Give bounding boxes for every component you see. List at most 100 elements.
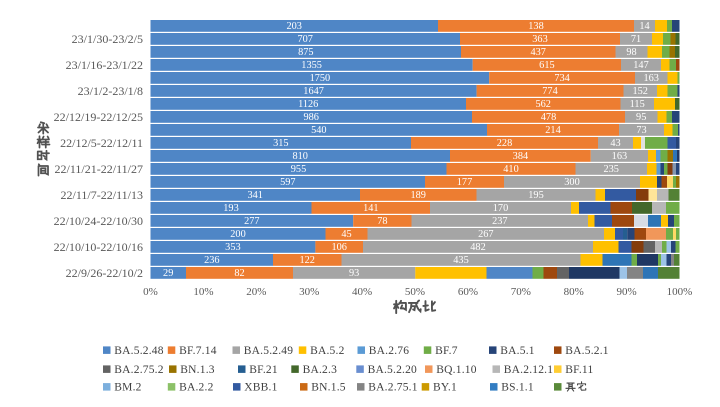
- svg-text:1647: 1647: [303, 86, 324, 97]
- svg-text:341: 341: [247, 190, 262, 201]
- svg-text:BF.7: BF.7: [435, 345, 458, 357]
- svg-text:315: 315: [273, 138, 288, 149]
- svg-text:60%: 60%: [458, 286, 478, 298]
- svg-text:138: 138: [528, 21, 543, 32]
- svg-text:152: 152: [632, 86, 647, 97]
- svg-text:98: 98: [626, 47, 636, 58]
- svg-text:141: 141: [363, 203, 378, 214]
- svg-text:482: 482: [470, 242, 485, 253]
- svg-text:236: 236: [204, 255, 219, 266]
- svg-text:100%: 100%: [667, 286, 693, 298]
- svg-text:BF.7.14: BF.7.14: [179, 345, 217, 357]
- svg-text:BA.2.75.2: BA.2.75.2: [114, 364, 163, 376]
- svg-text:BA.2.76: BA.2.76: [369, 345, 409, 357]
- svg-text:22/9/26-22/10/2: 22/9/26-22/10/2: [66, 266, 143, 280]
- svg-text:0%: 0%: [143, 286, 158, 298]
- svg-text:353: 353: [225, 242, 240, 253]
- svg-text:122: 122: [299, 255, 314, 266]
- svg-text:435: 435: [453, 255, 468, 266]
- svg-text:955: 955: [291, 164, 306, 175]
- svg-text:BA.5.2.20: BA.5.2.20: [368, 364, 417, 376]
- svg-text:73: 73: [636, 125, 646, 136]
- svg-text:22/11/7-22/11/13: 22/11/7-22/11/13: [61, 188, 143, 202]
- svg-text:BA.2.2: BA.2.2: [179, 382, 213, 394]
- svg-text:BA.2.75.1: BA.2.75.1: [368, 382, 417, 394]
- svg-text:615: 615: [539, 60, 554, 71]
- svg-text:BA.5.2.49: BA.5.2.49: [244, 345, 293, 357]
- svg-text:774: 774: [542, 86, 557, 97]
- svg-text:734: 734: [554, 73, 569, 84]
- svg-text:200: 200: [230, 229, 245, 240]
- svg-text:115: 115: [630, 99, 645, 110]
- svg-text:189: 189: [410, 190, 425, 201]
- svg-text:1750: 1750: [310, 73, 331, 84]
- svg-text:BA.2.3: BA.2.3: [303, 364, 337, 376]
- svg-text:BA.5.2.48: BA.5.2.48: [114, 345, 163, 357]
- svg-text:300: 300: [564, 177, 579, 188]
- svg-text:50%: 50%: [405, 286, 425, 298]
- svg-text:147: 147: [633, 60, 648, 71]
- svg-text:70%: 70%: [511, 286, 531, 298]
- svg-text:22/10/10-22/10/16: 22/10/10-22/10/16: [54, 240, 143, 254]
- svg-text:BN.1.5: BN.1.5: [311, 382, 345, 394]
- svg-text:43: 43: [610, 138, 620, 149]
- svg-text:BS.1.1: BS.1.1: [501, 382, 534, 394]
- svg-text:562: 562: [535, 99, 550, 110]
- svg-text:195: 195: [528, 190, 543, 201]
- svg-text:235: 235: [603, 164, 618, 175]
- svg-text:XBB.1: XBB.1: [244, 382, 277, 394]
- svg-text:363: 363: [532, 34, 547, 45]
- svg-text:29: 29: [163, 268, 173, 279]
- svg-text:597: 597: [280, 177, 295, 188]
- svg-text:410: 410: [503, 164, 518, 175]
- svg-text:23/1/2-23/1/8: 23/1/2-23/1/8: [78, 84, 143, 98]
- svg-text:384: 384: [513, 151, 528, 162]
- svg-text:BA.5.2: BA.5.2: [310, 345, 344, 357]
- svg-text:BA.5.2.1: BA.5.2.1: [565, 345, 609, 357]
- svg-text:BY.1: BY.1: [433, 382, 457, 394]
- svg-text:40%: 40%: [352, 286, 372, 298]
- svg-text:BA.5.1: BA.5.1: [500, 345, 534, 357]
- svg-text:BQ.1.10: BQ.1.10: [436, 364, 476, 376]
- svg-text:82: 82: [234, 268, 244, 279]
- svg-text:71: 71: [631, 34, 641, 45]
- svg-text:540: 540: [311, 125, 326, 136]
- svg-text:BN.1.3: BN.1.3: [180, 364, 214, 376]
- svg-text:BF.21: BF.21: [249, 364, 278, 376]
- svg-text:90%: 90%: [617, 286, 637, 298]
- svg-text:106: 106: [331, 242, 346, 253]
- svg-text:BA.2.12.1: BA.2.12.1: [504, 364, 553, 376]
- svg-text:78: 78: [377, 216, 387, 227]
- svg-text:30%: 30%: [299, 286, 319, 298]
- svg-text:267: 267: [478, 229, 493, 240]
- svg-text:237: 237: [492, 216, 507, 227]
- svg-text:193: 193: [223, 203, 238, 214]
- svg-text:22/12/5-22/12/11: 22/12/5-22/12/11: [60, 136, 143, 150]
- svg-text:1126: 1126: [298, 99, 318, 110]
- svg-text:10%: 10%: [193, 286, 213, 298]
- svg-text:163: 163: [643, 73, 658, 84]
- svg-text:23/1/16-23/1/22: 23/1/16-23/1/22: [66, 58, 143, 72]
- svg-text:437: 437: [530, 47, 545, 58]
- svg-text:214: 214: [545, 125, 560, 136]
- svg-text:45: 45: [341, 229, 351, 240]
- svg-text:163: 163: [612, 151, 627, 162]
- svg-text:478: 478: [541, 112, 556, 123]
- svg-text:1355: 1355: [301, 60, 322, 71]
- svg-text:228: 228: [497, 138, 512, 149]
- svg-text:BM.2: BM.2: [114, 382, 141, 394]
- svg-text:875: 875: [298, 47, 313, 58]
- svg-text:80%: 80%: [564, 286, 584, 298]
- svg-text:23/1/30-23/2/5: 23/1/30-23/2/5: [72, 32, 143, 46]
- svg-text:93: 93: [349, 268, 359, 279]
- svg-text:14: 14: [639, 21, 649, 32]
- svg-text:986: 986: [303, 112, 318, 123]
- svg-text:177: 177: [457, 177, 472, 188]
- svg-text:20%: 20%: [246, 286, 266, 298]
- svg-text:810: 810: [292, 151, 307, 162]
- svg-text:22/10/24-22/10/30: 22/10/24-22/10/30: [54, 214, 143, 228]
- svg-text:203: 203: [286, 21, 301, 32]
- svg-text:277: 277: [244, 216, 259, 227]
- svg-text:95: 95: [636, 112, 646, 123]
- svg-text:170: 170: [493, 203, 508, 214]
